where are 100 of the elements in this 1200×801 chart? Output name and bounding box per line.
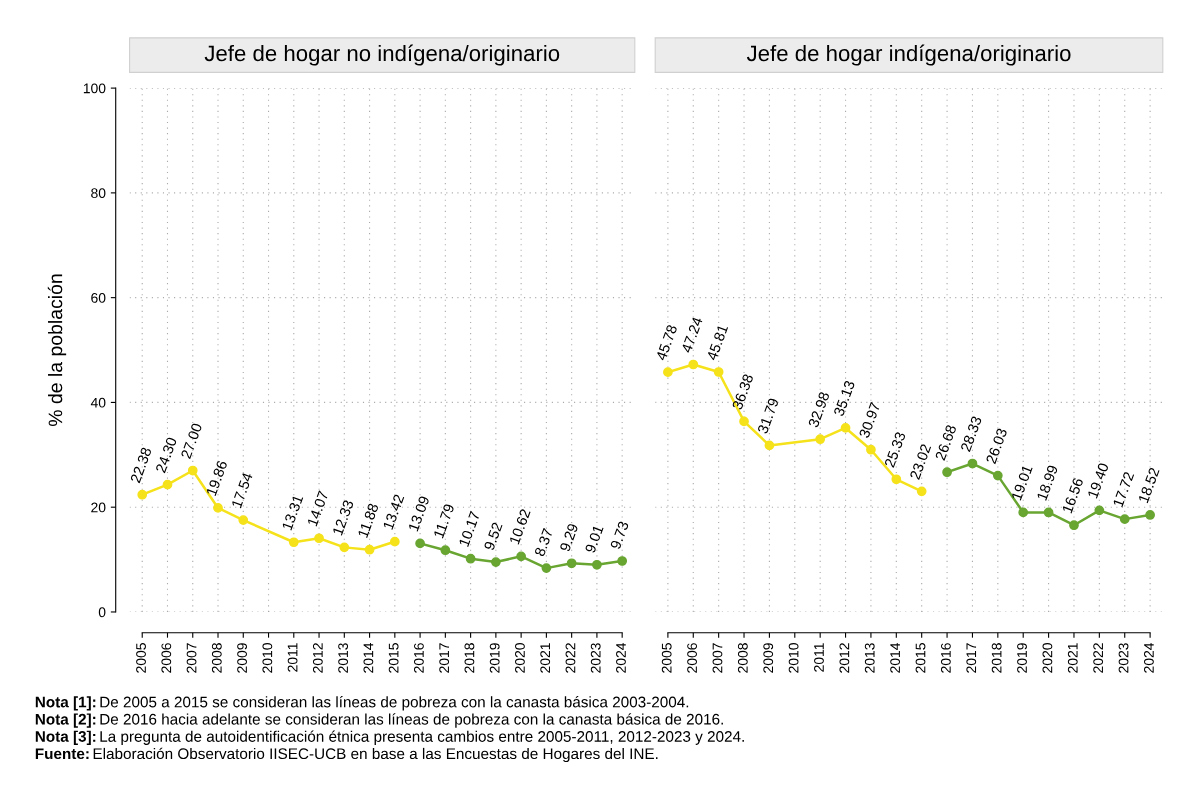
x-tick-label: 2010: [262, 643, 273, 673]
data-label: 28.33: [960, 415, 982, 453]
point: [592, 559, 602, 570]
point: [992, 470, 1003, 481]
y-tick-label: 20: [91, 502, 106, 513]
x-tick-label: 2019: [1017, 643, 1027, 673]
data-label: 19.40: [1087, 462, 1109, 499]
data-label: 45.78: [655, 324, 678, 362]
x-tick-label: 2010: [788, 643, 799, 673]
point: [764, 440, 775, 451]
data-label: 26.03: [985, 427, 1008, 465]
x-tick-label: 2023: [1118, 643, 1129, 673]
data-label: 31.79: [757, 397, 779, 435]
x-tick-label: 2016: [413, 643, 424, 673]
data-label: 9.73: [609, 520, 629, 550]
x-tick-label: 2016: [940, 643, 951, 673]
x-tick-label: 2011: [287, 643, 298, 672]
point: [339, 542, 350, 553]
x-tick-label: 2005: [136, 643, 146, 673]
data-label: 18.99: [1036, 464, 1059, 501]
point: [942, 467, 952, 478]
x-tick-label: 2006: [687, 643, 697, 673]
data-label: 23.02: [909, 443, 932, 480]
x-tick-label: 2019: [489, 643, 500, 673]
point: [213, 503, 223, 513]
chart-title: Jefe de hogar no indígena/originario: [204, 44, 560, 66]
point: [1119, 514, 1130, 524]
point: [465, 553, 476, 564]
x-tick-label: 2018: [991, 643, 1002, 673]
x-tick-label: 2011: [814, 643, 824, 672]
data-label: 18.52: [1138, 467, 1160, 504]
point: [314, 533, 324, 544]
x-tick-label: 2007: [186, 643, 197, 673]
x-tick-label: 2022: [1093, 643, 1104, 673]
data-label: 12.33: [332, 499, 354, 536]
x-tick-label: 2008: [211, 643, 222, 673]
data-label: 19.01: [1011, 464, 1033, 501]
x-tick-label: 2009: [237, 643, 247, 673]
data-label: 9.52: [483, 521, 503, 551]
data-label: 10.62: [509, 508, 531, 545]
data-label: 9.29: [559, 523, 579, 552]
point: [1018, 507, 1029, 518]
point: [566, 558, 577, 569]
point: [739, 416, 749, 427]
point: [1145, 510, 1155, 520]
x-tick-label: 2024: [1144, 642, 1154, 673]
data-label: 22.38: [130, 446, 152, 484]
y-tick-label: 100: [83, 83, 106, 94]
point: [440, 545, 451, 556]
data-label: 45.81: [706, 324, 729, 361]
data-label: 36.38: [731, 373, 754, 411]
point: [617, 556, 628, 566]
chart-title: Jefe de hogar indígena/originario: [746, 44, 1071, 66]
x-tick-label: 2020: [515, 643, 525, 673]
point: [1094, 505, 1105, 516]
text: Nota [1]: De 2005 a 2015 se consideran las líneas de pobreza con la canasta básica 2003-2004.: [35, 696, 689, 711]
x-tick-label: 2012: [312, 643, 323, 673]
x-tick-label: 2013: [338, 643, 349, 673]
point: [162, 479, 173, 490]
point: [713, 367, 724, 377]
point: [663, 367, 673, 378]
data-label: 9.01: [584, 524, 604, 554]
x-tick-label: 2005: [661, 643, 672, 673]
y-tick-label: 60: [91, 292, 106, 303]
point: [840, 423, 851, 433]
x-tick-label: 2018: [464, 643, 475, 673]
x-tick-label: 2017: [439, 643, 450, 673]
data-label: 10.17: [458, 510, 481, 547]
point: [1043, 507, 1054, 518]
x-tick-label: 2014: [890, 642, 901, 673]
x-tick-label: 2008: [737, 643, 748, 673]
data-label: 13.42: [382, 493, 405, 530]
point: [688, 359, 699, 370]
point: [491, 557, 501, 567]
point: [967, 458, 978, 469]
data-label: 17.54: [231, 472, 253, 509]
source-note: Fuente: Elaboración Observatorio IISEC-UCB en base a las Encuestas de Hogares del INE.: [35, 747, 658, 763]
x-tick-label: 2015: [915, 643, 926, 673]
x-tick-label: 2006: [161, 643, 172, 673]
point: [389, 536, 400, 547]
data-label: 30.97: [858, 401, 881, 439]
point: [187, 465, 198, 476]
data-label: 11.88: [357, 502, 379, 538]
data-label: 35.13: [833, 380, 856, 417]
y-axis-title: % de la población: [47, 274, 67, 427]
data-label: 19.86: [205, 460, 228, 497]
text: Nota [2]: De 2016 hacia adelante se consideran las líneas de pobreza con la canasta básica de 2016.: [35, 713, 723, 728]
point: [238, 515, 249, 525]
x-tick-label: 2015: [388, 643, 399, 673]
x-tick-label: 2013: [864, 643, 875, 673]
x-tick-label: 2007: [712, 643, 723, 673]
x-tick-label: 2024: [616, 642, 626, 673]
point: [866, 444, 876, 455]
x-tick-label: 2020: [1042, 643, 1053, 673]
data-label: 17.72: [1112, 471, 1135, 508]
x-tick-label: 2022: [565, 643, 576, 673]
x-tick-label: 2012: [839, 643, 850, 673]
data-label: 24.30: [155, 436, 178, 474]
data-label: 13.09: [408, 495, 430, 532]
x-tick-label: 2023: [590, 643, 601, 673]
